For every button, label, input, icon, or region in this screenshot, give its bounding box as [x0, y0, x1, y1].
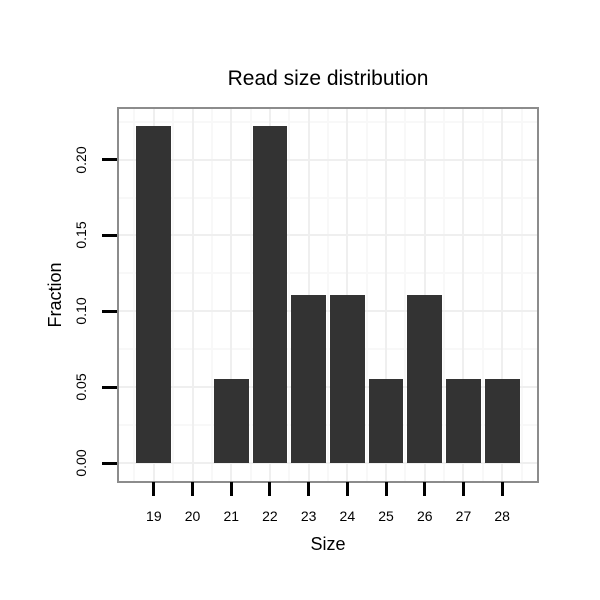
- gridline-major-horizontal: [119, 310, 537, 313]
- x-tick-label-19: 19: [146, 508, 162, 524]
- gridline-major-vertical: [501, 109, 504, 481]
- gridline-minor-vertical: [288, 109, 291, 481]
- y-tick-0.05: [102, 385, 117, 389]
- x-tick-25: [384, 482, 388, 496]
- y-tick-label-0.05: 0.05: [73, 373, 89, 401]
- gridline-minor-vertical: [172, 109, 175, 481]
- y-tick-0.20: [102, 158, 117, 162]
- x-tick-24: [345, 482, 349, 496]
- bar-28: [484, 378, 520, 464]
- gridline-minor-vertical: [249, 109, 252, 481]
- gridline-minor-vertical: [365, 109, 368, 481]
- x-tick-label-28: 28: [494, 508, 510, 524]
- gridline-major-vertical: [385, 109, 388, 481]
- bar-26: [407, 294, 443, 464]
- gridline-major-vertical: [191, 109, 194, 481]
- gridline-major-vertical: [230, 109, 233, 481]
- y-axis-title: Fraction: [45, 262, 65, 328]
- x-tick-label-27: 27: [455, 508, 472, 524]
- bar-21: [213, 378, 249, 464]
- gridline-minor-vertical: [443, 109, 446, 481]
- y-tick-label-0.10: 0.10: [73, 297, 89, 326]
- x-tick-label-24: 24: [339, 508, 356, 524]
- y-tick-label-0.15: 0.15: [73, 221, 89, 250]
- x-tick-27: [461, 482, 465, 496]
- x-tick-label-25: 25: [378, 508, 394, 524]
- chart-title: Read size distribution: [227, 67, 429, 90]
- x-tick-20: [191, 482, 195, 496]
- bar-25: [368, 378, 404, 464]
- x-tick-19: [152, 482, 156, 496]
- y-tick-0.15: [102, 233, 117, 237]
- bar-27: [446, 378, 481, 464]
- y-tick-label-0.20: 0.20: [73, 145, 89, 174]
- x-tick-label-22: 22: [262, 508, 278, 524]
- gridline-major-horizontal: [119, 234, 537, 237]
- x-tick-28: [500, 482, 504, 496]
- x-tick-label-21: 21: [223, 508, 240, 524]
- y-tick-label-0.00: 0.00: [73, 449, 89, 477]
- x-tick-label-26: 26: [416, 508, 433, 524]
- gridline-minor-vertical: [133, 109, 136, 481]
- y-tick-0.00: [102, 461, 117, 465]
- x-tick-26: [423, 482, 427, 496]
- x-axis-title: Size: [310, 534, 346, 554]
- gridline-major-horizontal: [119, 386, 537, 389]
- x-tick-label-23: 23: [300, 508, 317, 524]
- plot-panel: [117, 107, 539, 483]
- gridline-minor-vertical: [520, 109, 523, 481]
- bar-24: [329, 294, 365, 464]
- gridline-major-horizontal: [119, 462, 537, 465]
- gridline-minor-vertical: [327, 109, 329, 481]
- gridline-minor-vertical: [404, 109, 407, 481]
- gridline-minor-vertical: [210, 109, 213, 481]
- bar-23: [291, 294, 327, 464]
- bar-22: [252, 125, 288, 464]
- gridline-major-horizontal: [119, 158, 537, 161]
- x-tick-23: [307, 482, 311, 496]
- bar-19: [136, 125, 172, 464]
- x-tick-21: [229, 482, 233, 496]
- x-tick-label-20: 20: [184, 508, 201, 524]
- y-tick-0.10: [102, 309, 117, 313]
- gridline-minor-vertical: [481, 109, 484, 481]
- gridline-major-vertical: [462, 109, 465, 481]
- x-tick-22: [268, 482, 272, 496]
